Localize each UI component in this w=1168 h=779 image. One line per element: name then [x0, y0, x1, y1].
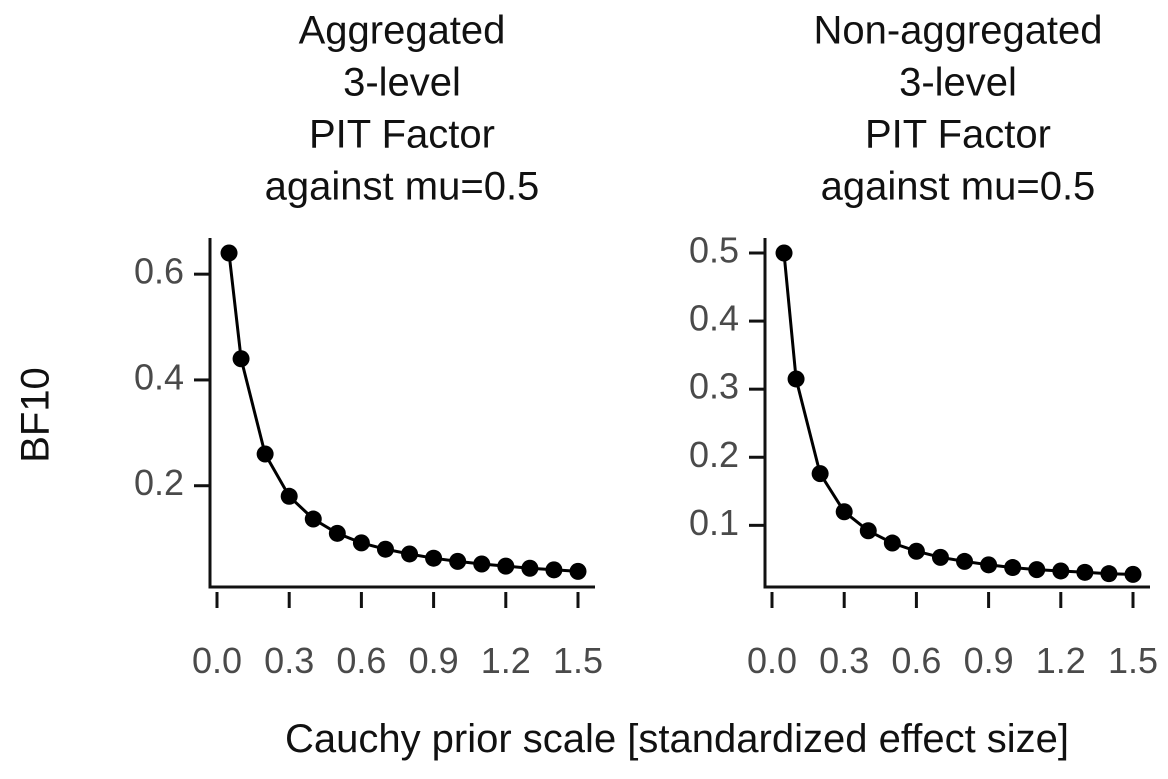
data-point — [811, 465, 829, 483]
data-point — [569, 562, 587, 580]
x-tick-label: 0.3 — [264, 640, 314, 681]
data-point — [220, 244, 238, 262]
data-point — [1076, 563, 1094, 581]
chart-title-line: 3-level — [343, 61, 461, 105]
panel-non-aggregated: Non-aggregated 3-level PIT Factor against m… — [689, 9, 1158, 681]
data-point — [787, 370, 805, 388]
data-point — [835, 503, 853, 521]
x-tick-label: 1.2 — [1036, 640, 1086, 681]
series-line — [227, 252, 579, 573]
panel-aggregated: Aggregated 3-level PIT Factor against mu=0.… — [134, 9, 603, 681]
y-axis-label: BF10 — [14, 367, 58, 463]
data-point — [425, 549, 443, 567]
data-point — [859, 522, 877, 540]
data-point — [931, 548, 949, 566]
chart-title-line: PIT Factor — [865, 113, 1051, 157]
x-tick-label: 1.5 — [1108, 640, 1158, 681]
y-tick-label: 0.2 — [689, 434, 739, 475]
y-tick-label: 0.1 — [689, 502, 739, 543]
y-tick-label: 0.3 — [689, 366, 739, 407]
data-point — [1124, 565, 1142, 583]
data-point — [497, 557, 515, 575]
data-point — [280, 487, 298, 505]
x-tick-label: 0.6 — [336, 640, 386, 681]
chart-title-line: PIT Factor — [309, 113, 495, 157]
x-tick-label: 1.5 — [553, 640, 603, 681]
data-point — [1052, 562, 1070, 580]
x-tick-label: 0.6 — [891, 640, 941, 681]
x-tick-label: 0.9 — [964, 640, 1014, 681]
series-line — [782, 252, 1134, 576]
data-point — [304, 510, 322, 528]
chart-title-line: 3-level — [899, 61, 1017, 105]
data-point — [352, 534, 370, 552]
chart-title-line: Non-aggregated — [813, 9, 1102, 53]
data-point — [521, 559, 539, 577]
x-tick-label: 1.2 — [481, 640, 531, 681]
chart-title-line: Aggregated — [299, 9, 506, 53]
y-tick-label: 0.4 — [134, 356, 184, 397]
x-tick-label: 0.3 — [819, 640, 869, 681]
data-point — [980, 556, 998, 574]
data-point — [1100, 565, 1118, 583]
data-point — [473, 555, 491, 573]
y-tick-label: 0.4 — [689, 298, 739, 339]
data-point — [232, 350, 250, 368]
data-point — [775, 244, 793, 262]
x-tick-label: 0.0 — [747, 640, 797, 681]
data-point — [545, 561, 563, 579]
data-point — [883, 534, 901, 552]
data-point — [376, 540, 394, 558]
x-tick-label: 0.9 — [409, 640, 459, 681]
data-point — [256, 445, 274, 463]
x-tick-label: 0.0 — [192, 640, 242, 681]
y-tick-label: 0.5 — [689, 230, 739, 271]
data-point — [401, 545, 419, 563]
data-point — [956, 552, 974, 570]
x-axis-label: Cauchy prior scale [standardized effect … — [285, 717, 1069, 761]
data-point — [328, 524, 346, 542]
chart-title-line: against mu=0.5 — [265, 165, 540, 209]
chart-title-line: against mu=0.5 — [821, 165, 1096, 209]
y-tick-label: 0.6 — [134, 251, 184, 292]
data-point — [1004, 559, 1022, 577]
data-point — [449, 552, 467, 570]
data-point — [907, 542, 925, 560]
y-tick-label: 0.2 — [134, 462, 184, 503]
data-point — [1028, 561, 1046, 579]
